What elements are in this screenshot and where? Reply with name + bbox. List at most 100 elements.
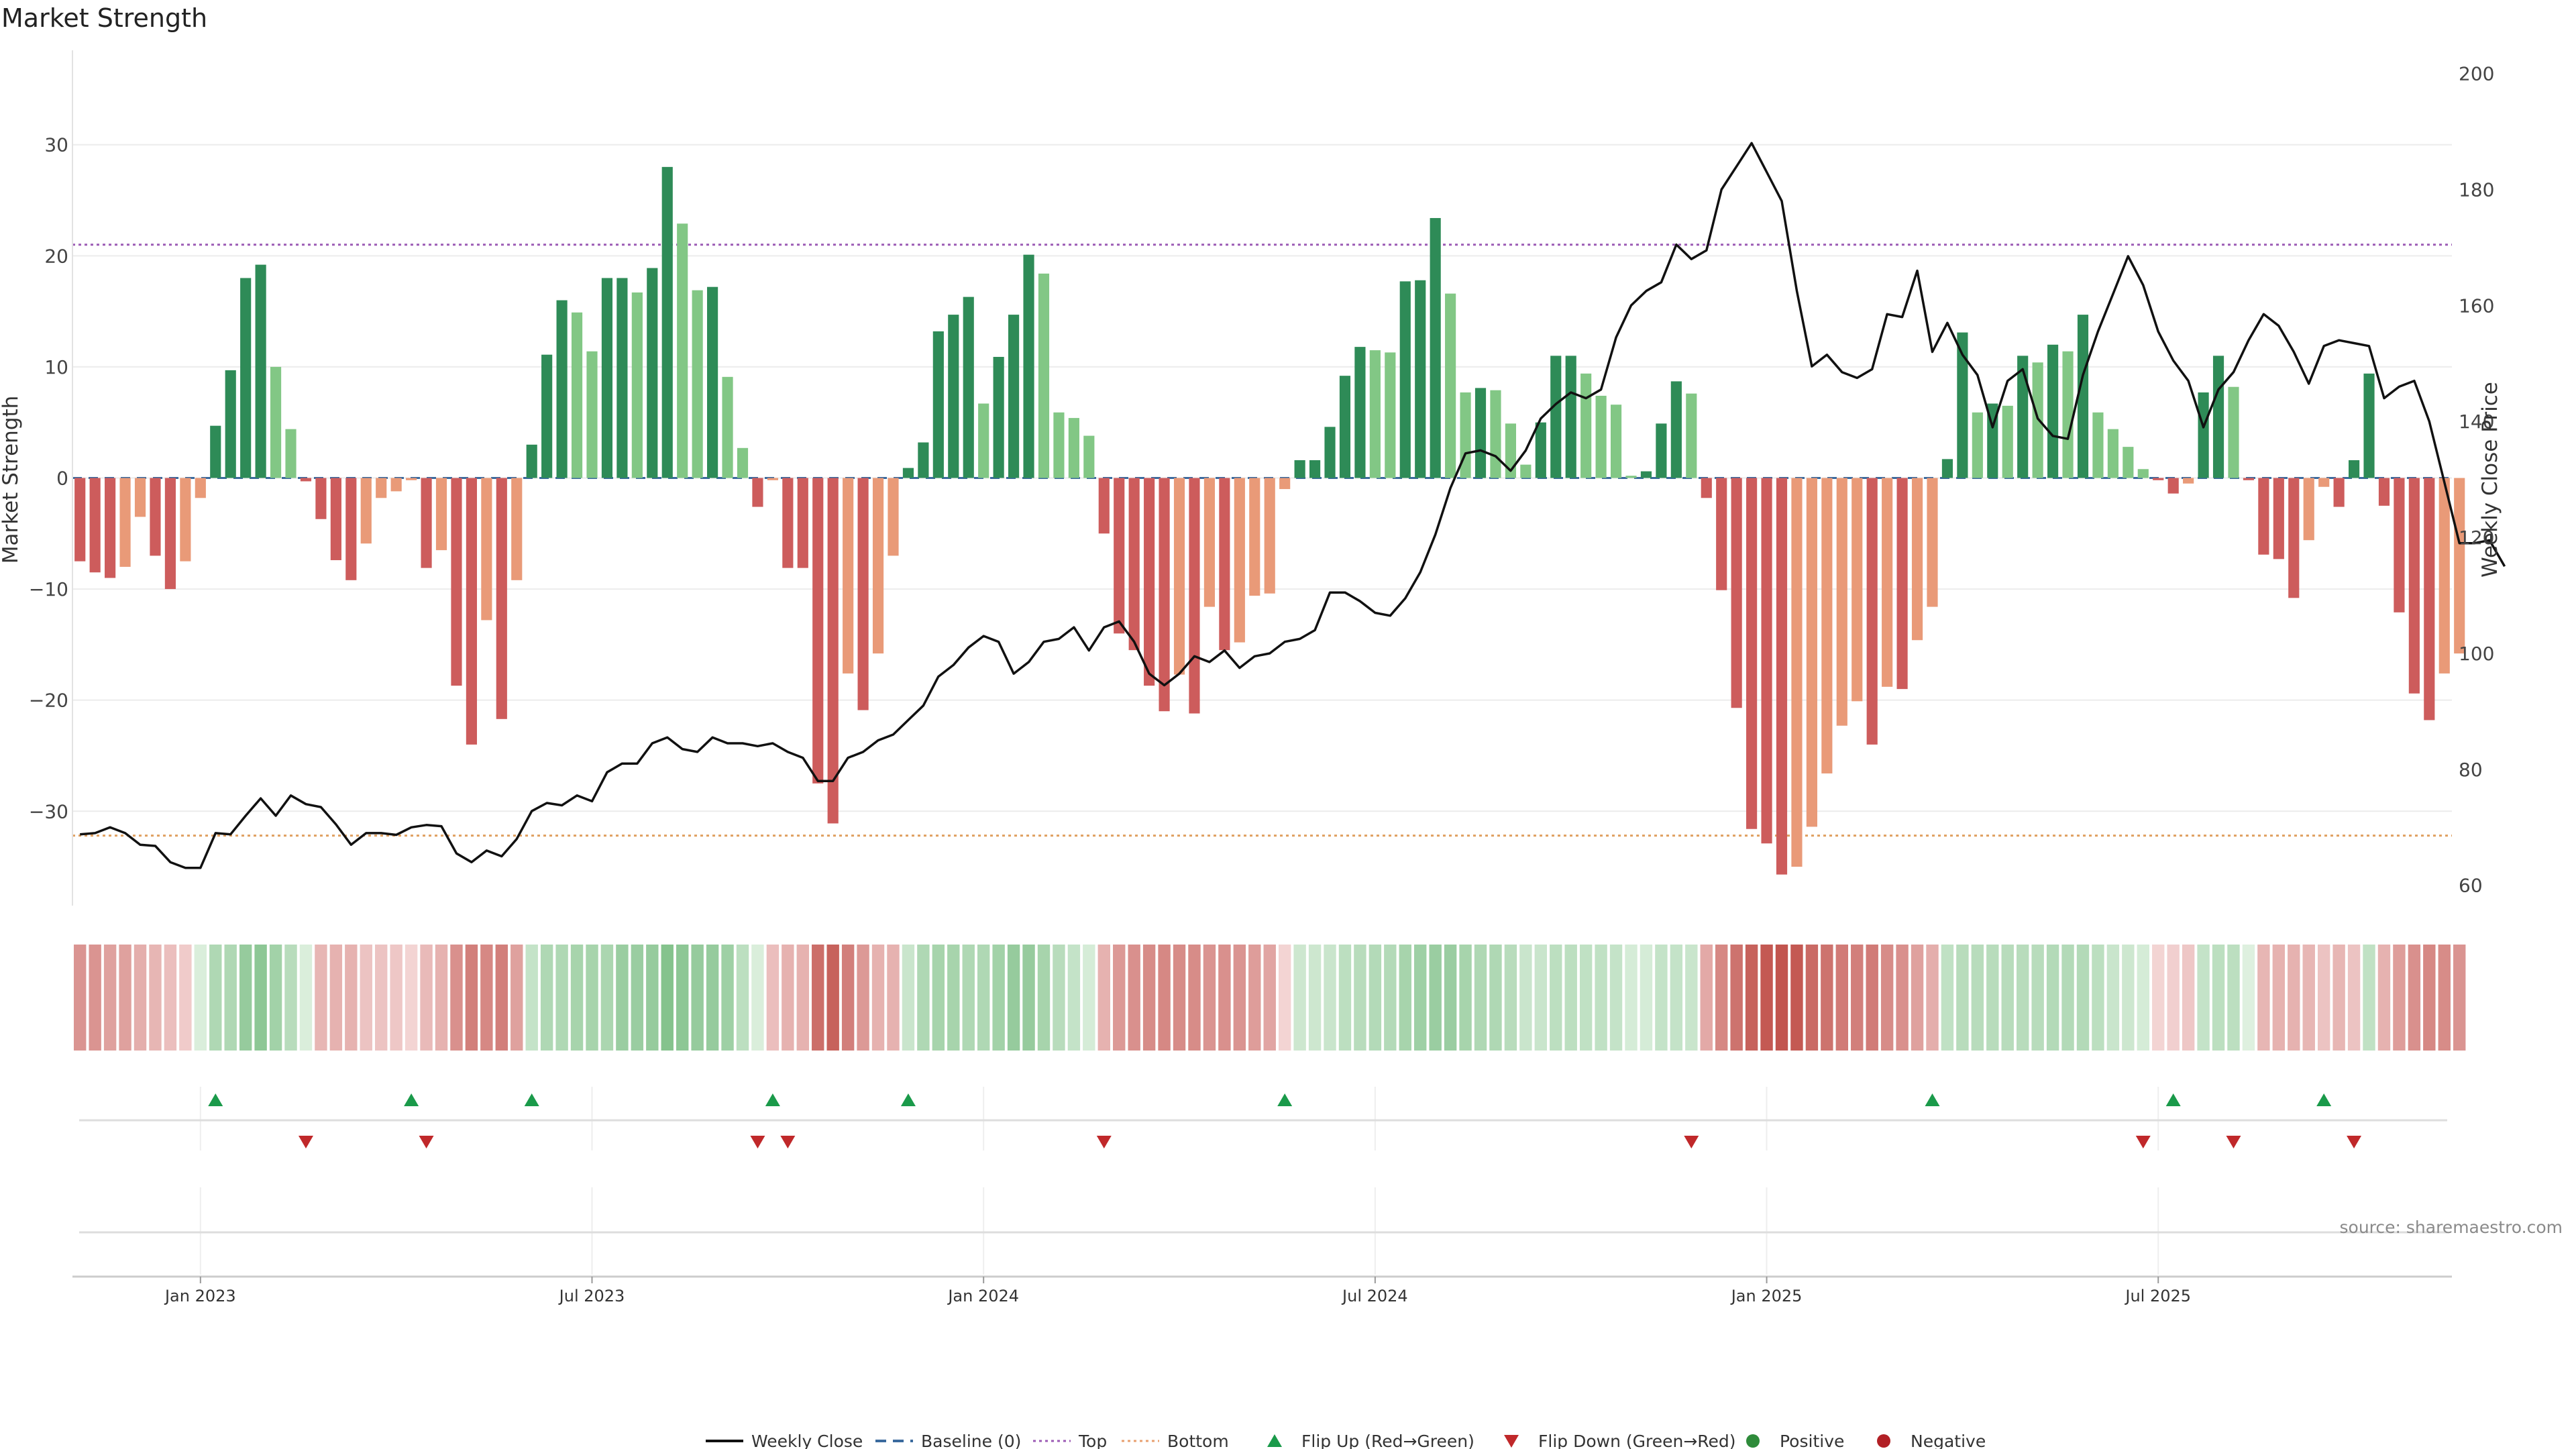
heat-cell <box>1504 945 1517 1051</box>
strength-bar <box>1505 423 1516 478</box>
strength-bar <box>2363 373 2375 478</box>
strength-bar <box>1279 478 1291 490</box>
x-tick-label: Jul 2023 <box>558 1287 625 1305</box>
heat-cell <box>1866 945 1878 1051</box>
strength-bar <box>1474 388 1487 478</box>
heat-cell <box>2061 945 2074 1051</box>
strength-bar <box>481 478 492 621</box>
heat-cell <box>2332 945 2345 1051</box>
strength-bar <box>180 478 191 561</box>
heat-cell <box>254 945 267 1051</box>
strength-heat-strip <box>74 945 2466 1051</box>
heat-cell <box>390 945 402 1051</box>
heat-cell <box>2152 945 2165 1051</box>
heat-cell <box>1926 945 1939 1051</box>
heat-cell <box>600 945 614 1051</box>
heat-cell <box>329 945 343 1051</box>
strength-bar <box>435 478 447 551</box>
heat-cell <box>315 945 327 1051</box>
heat-cell <box>1203 945 1216 1051</box>
strength-bar <box>421 478 432 568</box>
heat-cell <box>2347 945 2361 1051</box>
heat-cell <box>1534 945 1548 1051</box>
legend-label: Top <box>1078 1432 1107 1449</box>
strength-bar <box>993 357 1004 478</box>
flip-up-marker <box>524 1093 539 1106</box>
heat-cell <box>977 945 990 1051</box>
heat-cell <box>1760 945 1773 1051</box>
strength-bar <box>2167 478 2179 494</box>
flip-up-marker <box>765 1093 780 1106</box>
strength-bar <box>1339 376 1351 478</box>
strength-bar <box>963 297 974 478</box>
heat-cell <box>2363 945 2375 1051</box>
heat-cell <box>2092 945 2104 1051</box>
flip-up-marker <box>404 1093 419 1106</box>
heat-cell <box>103 945 117 1051</box>
y2-tick-label: 100 <box>2459 643 2494 665</box>
chart-title: Market Strength <box>1 3 207 33</box>
strength-bar <box>1776 478 1788 875</box>
source-note: source: sharemaestro.com <box>2340 1218 2563 1237</box>
heat-cell <box>1083 945 1095 1051</box>
strength-bar <box>782 478 794 568</box>
heat-cell <box>2197 945 2210 1051</box>
strength-bar <box>119 478 131 567</box>
flip-markers-panel <box>79 1087 2447 1275</box>
heat-cell <box>1037 945 1051 1051</box>
strength-bar <box>737 447 749 478</box>
heat-cell <box>299 945 313 1051</box>
strength-bar <box>1550 356 1562 478</box>
strength-bar <box>767 478 778 480</box>
strength-bar <box>1941 459 1953 478</box>
axes: −30 −20 −10 0 10 20 30 60 80 100 120 140 160 180 200 <box>29 50 2494 906</box>
heat-cell <box>2377 945 2391 1051</box>
strength-bar <box>2077 315 2089 478</box>
strength-bar <box>330 478 341 561</box>
heat-cell <box>209 945 222 1051</box>
heat-cell <box>1625 945 1638 1051</box>
legend-item: Bottom <box>1122 1432 1229 1449</box>
strength-bar <box>827 478 839 824</box>
strength-bar <box>150 478 161 556</box>
y-tick-label: 30 <box>44 134 68 156</box>
heat-cell <box>1233 945 1246 1051</box>
heat-cell <box>1097 945 1110 1051</box>
heat-cell <box>1293 945 1306 1051</box>
heat-cell <box>269 945 282 1051</box>
heat-cell <box>1700 945 1713 1051</box>
strength-bar <box>1625 476 1637 478</box>
heat-cell <box>706 945 719 1051</box>
strength-bar <box>1385 352 1396 478</box>
strength-bar <box>1565 356 1576 478</box>
strength-bar <box>1686 393 1697 478</box>
flip-up-marker <box>1925 1093 1940 1106</box>
y2-axis-label: Weekly Close Price <box>2478 382 2502 578</box>
heat-cell <box>1414 945 1427 1051</box>
heat-cell <box>2257 945 2270 1051</box>
heat-cell <box>766 945 780 1051</box>
strength-bar <box>1128 478 1140 651</box>
strength-bar <box>1114 478 1125 634</box>
heat-cell <box>992 945 1005 1051</box>
strength-bar <box>2333 478 2345 507</box>
x-tick-label: Jan 2024 <box>947 1287 1019 1305</box>
strength-bar <box>210 425 221 478</box>
strength-bar <box>1791 478 1803 867</box>
strength-bar <box>2228 386 2239 478</box>
heat-cell <box>947 945 960 1051</box>
strength-bar <box>1670 381 1682 478</box>
heat-cell <box>2016 945 2029 1051</box>
strength-bar <box>105 478 116 578</box>
strength-bar <box>1821 478 1833 773</box>
heat-cell <box>1354 945 1366 1051</box>
strength-bar <box>270 366 282 478</box>
strength-bar <box>1520 464 1532 478</box>
legend-item: Flip Down (Green→Red) <box>1504 1432 1736 1449</box>
strength-bar <box>601 278 613 478</box>
strength-bar <box>541 354 553 478</box>
y-axis-label: Market Strength <box>0 396 23 564</box>
strength-bar <box>164 478 176 590</box>
strength-bar <box>1957 332 1968 478</box>
heat-cell <box>1188 945 1201 1051</box>
